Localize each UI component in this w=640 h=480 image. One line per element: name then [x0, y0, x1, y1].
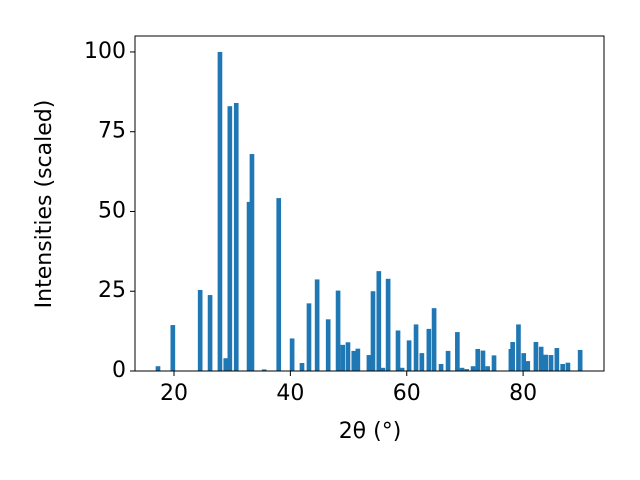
bar	[560, 363, 566, 371]
bar	[366, 355, 372, 371]
bar	[419, 353, 425, 371]
bar	[516, 324, 521, 371]
bar	[480, 350, 486, 371]
y-tick-label: 0	[112, 358, 126, 383]
bar	[399, 367, 405, 371]
bar	[345, 342, 351, 371]
bar	[406, 340, 412, 371]
bar	[306, 303, 312, 371]
bar	[289, 338, 295, 371]
bar	[445, 350, 451, 371]
bar	[227, 106, 233, 371]
bar	[170, 325, 176, 371]
bar	[261, 369, 267, 371]
bar	[431, 308, 437, 371]
bar	[233, 103, 239, 371]
x-axis-label: 2θ (°)	[339, 419, 402, 444]
bar	[543, 354, 549, 371]
bar	[525, 361, 531, 371]
bar	[207, 295, 213, 371]
bar	[351, 350, 357, 371]
bar	[355, 348, 361, 371]
y-tick-label: 100	[84, 39, 126, 64]
bar	[340, 344, 346, 371]
y-tick-label: 50	[98, 198, 126, 223]
y-axis-label: Intensities (scaled)	[32, 100, 57, 309]
bar	[459, 367, 465, 371]
bar	[223, 358, 229, 371]
bar	[395, 330, 401, 371]
bar	[464, 369, 470, 371]
bar	[197, 289, 203, 371]
bar	[376, 271, 382, 371]
bar	[510, 341, 515, 371]
bar	[538, 346, 544, 371]
y-tick-label: 25	[98, 278, 126, 303]
bar	[385, 278, 391, 371]
bar	[370, 291, 376, 371]
bar	[246, 201, 252, 371]
bar	[299, 363, 305, 371]
x-tick-label: 60	[393, 381, 421, 406]
bar	[276, 198, 282, 371]
bar	[314, 279, 320, 371]
bar	[470, 366, 476, 371]
y-tick-label: 75	[98, 119, 126, 144]
bar	[413, 324, 419, 371]
bar	[491, 355, 497, 371]
bar	[155, 366, 161, 371]
bar	[325, 319, 331, 371]
bar	[475, 348, 481, 371]
bar	[438, 363, 444, 371]
bar	[521, 353, 527, 371]
bar	[485, 366, 490, 371]
bar	[217, 51, 223, 371]
bar	[565, 362, 571, 371]
bar	[426, 328, 432, 371]
bar	[335, 290, 341, 371]
x-tick-label: 20	[160, 381, 188, 406]
bar	[554, 348, 560, 371]
bar	[380, 367, 386, 371]
bar	[577, 349, 583, 371]
x-tick-label: 40	[276, 381, 304, 406]
bar	[533, 341, 539, 371]
bar	[455, 332, 460, 371]
bar	[249, 154, 255, 371]
plot-frame	[134, 35, 605, 372]
bar	[548, 355, 554, 371]
x-tick-label: 80	[509, 381, 537, 406]
